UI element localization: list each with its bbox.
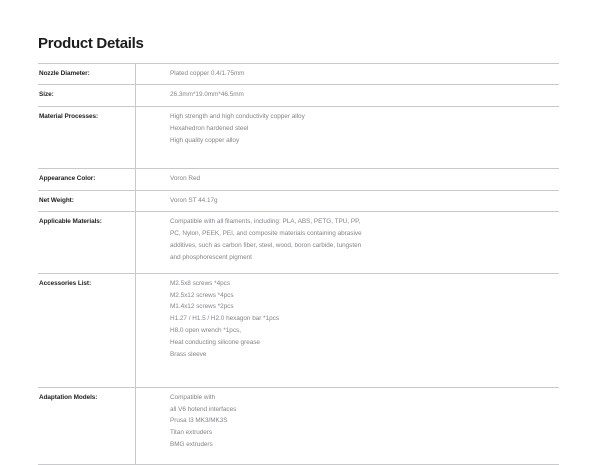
spec-value-line: H1.27 / H1.5 / H2.0 hexagon bar *1pcs [170,315,280,323]
spec-label: Net Weight: [38,190,136,212]
spec-value: M2.5x8 screws *4pcs M2.5x12 screws *4pcs M… [136,273,560,387]
spec-value-line: H8.0 open wrench *1pcs, [170,327,241,335]
page-title: Product Details [38,35,144,52]
spec-value-line: Compatible with all filaments, including… [170,218,361,226]
spec-value-line: Compatible with [170,393,216,401]
spec-label: Accessories List: [38,273,136,388]
spec-value-line: Hexahedron hardened steel [170,125,249,133]
product-specs-table: Nozzle Diameter: Plated copper 0.4/1.75mm… [38,63,559,465]
spec-value: Compatible with all V6 hotend interfaces P… [136,387,560,464]
table-row: Nozzle Diameter: Plated copper 0.4/1.75mm [38,63,559,85]
spec-value-line: M1.4x12 screws *2pcs [170,303,234,311]
spec-value-line: PC, Nylon, PEEK, PEI, and composite mate… [170,230,362,238]
spec-label: Material Processes: [38,106,136,169]
spec-value: Compatible with all filaments, including… [136,212,560,273]
table-row: Size: 26.3mm*19.0mm*46.5mm [38,84,560,107]
table-row: Material Processes: High strength and hig… [38,106,560,169]
spec-value-line: BMG extruders [170,441,213,449]
spec-value-line: M2.5x8 screws *4pcs [170,279,230,287]
spec-value-line: 26.3mm*19.0mm*46.5mm [170,91,244,99]
spec-value: Voron Red [136,168,560,190]
spec-value-line: Plated copper 0.4/1.75mm [170,69,245,77]
table-row: Adaptation Models: Compatible with all V6 … [38,387,560,465]
spec-value-line: Prusa I3 MK3/MK3S [170,417,228,425]
spec-value: High strength and high conductivity copp… [136,107,560,169]
spec-value-line: Voron Red [170,174,201,182]
spec-table-body: Nozzle Diameter: Plated copper 0.4/1.75mm… [38,63,560,465]
spec-label: Size: [38,84,136,107]
table-row: Applicable Materials: Compatible with all… [38,211,560,274]
spec-value: 26.3mm*19.0mm*46.5mm [136,85,560,107]
spec-label: Appearance Color: [38,168,136,191]
spec-value-line: Brass sleeve [170,350,207,358]
spec-value-line: Titan extruders [170,429,213,437]
spec-value-line: Voron ST 44.17g [170,196,218,204]
spec-value-line: all V6 hotend interfaces [170,405,237,413]
table-row: Net Weight: Voron ST 44.17g [38,190,559,212]
table-row: Appearance Color: Voron Red [38,168,560,191]
spec-value-line: High strength and high conductivity copp… [170,113,305,121]
spec-value-line: M2.5x12 screws *4pcs [170,291,234,299]
spec-label: Applicable Materials: [38,211,136,274]
spec-label: Nozzle Diameter: [38,63,136,85]
spec-label: Adaptation Models: [38,387,136,465]
spec-value-line: additives, such as carbon fiber, steel, … [170,242,362,250]
spec-value: Plated copper 0.4/1.75mm [136,63,560,85]
spec-value: Voron ST 44.17g [136,190,560,212]
spec-value-line: Heat conducting silicone grease [170,339,260,346]
spec-value-line: High quality copper alloy [170,136,240,144]
spec-value-line: and phosphorescent pigment [170,253,252,261]
table-row: Accessories List: M2.5x8 screws *4pcs M2.5… [38,273,560,388]
